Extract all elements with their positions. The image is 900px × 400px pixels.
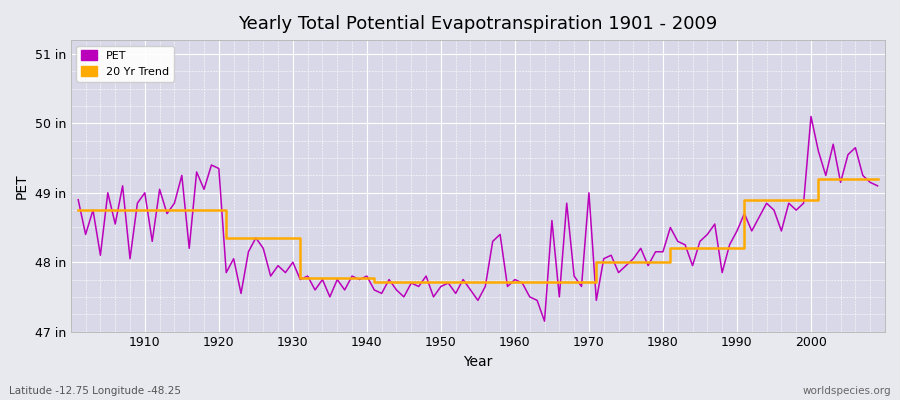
Legend: PET, 20 Yr Trend: PET, 20 Yr Trend [76, 46, 174, 82]
X-axis label: Year: Year [464, 355, 492, 369]
Text: worldspecies.org: worldspecies.org [803, 386, 891, 396]
Text: Latitude -12.75 Longitude -48.25: Latitude -12.75 Longitude -48.25 [9, 386, 181, 396]
Title: Yearly Total Potential Evapotranspiration 1901 - 2009: Yearly Total Potential Evapotranspiratio… [238, 15, 717, 33]
Y-axis label: PET: PET [15, 173, 29, 199]
